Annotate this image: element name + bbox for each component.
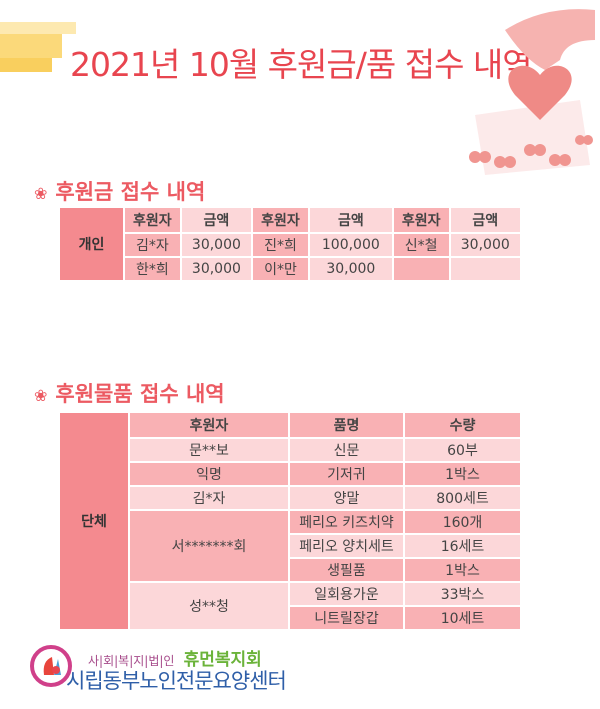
item-cell: 페리오 양치세트 bbox=[290, 535, 403, 557]
header-donor: 후원자 bbox=[393, 208, 449, 232]
table-row: 성**청 일회용가운 33박스 bbox=[60, 583, 520, 629]
flower-icon: ❀ bbox=[34, 184, 48, 203]
amount-cell: 30,000 bbox=[181, 234, 252, 256]
item-cell: 생필품 bbox=[290, 559, 403, 581]
table-row: 페리오 양치세트 16세트 bbox=[60, 535, 520, 557]
header-donor: 후원자 bbox=[125, 208, 180, 232]
donor-cell: 이*만 bbox=[253, 258, 308, 280]
decor-bar bbox=[0, 58, 52, 72]
amount-cell: 30,000 bbox=[181, 258, 252, 280]
goods-section-heading: ❀ 후원물품 접수 내역 bbox=[34, 378, 225, 408]
table-row: 한*희 30,000 이*만 30,000 bbox=[60, 258, 520, 280]
table-row: 생필품 1박스 bbox=[60, 559, 520, 581]
donor-cell: 신*철 bbox=[393, 234, 449, 256]
item-cell: 니트릴장갑 bbox=[290, 607, 403, 629]
amount-cell bbox=[450, 258, 520, 280]
qty-cell: 33박스 bbox=[405, 583, 520, 605]
table-row: 서*******회 페리오 키즈치약 160개 bbox=[60, 511, 520, 581]
header-amount: 금액 bbox=[450, 208, 520, 232]
money-heading-text: 후원금 접수 내역 bbox=[55, 180, 206, 204]
page-title: 2021년 10월 후원금/품 접수 내역 bbox=[70, 45, 533, 84]
donor-cell: 익명 bbox=[130, 463, 288, 485]
item-cell: 기저귀 bbox=[290, 463, 403, 485]
center-name: 시립동부노인전문요양센터 bbox=[66, 669, 287, 693]
org-name: 휴먼복지회 bbox=[183, 650, 262, 670]
decor-bar bbox=[0, 22, 76, 34]
header-qty: 수량 bbox=[405, 413, 520, 437]
header-donor: 후원자 bbox=[253, 208, 308, 232]
amount-cell: 30,000 bbox=[309, 258, 392, 280]
qty-cell: 800세트 bbox=[405, 487, 520, 509]
table-row: 문**보 신문 60부 bbox=[60, 439, 520, 461]
qty-cell: 10세트 bbox=[405, 607, 520, 629]
flower-icon: ❀ bbox=[34, 386, 48, 405]
header-amount: 금액 bbox=[181, 208, 252, 232]
table-row: 김*자 양말 800세트 bbox=[60, 487, 520, 509]
donor-cell: 문**보 bbox=[130, 439, 288, 461]
goods-heading-text: 후원물품 접수 내역 bbox=[55, 382, 225, 406]
qty-cell: 1박스 bbox=[405, 559, 520, 581]
qty-cell: 60부 bbox=[405, 439, 520, 461]
header-amount: 금액 bbox=[309, 208, 392, 232]
group-label: 단체 bbox=[60, 413, 128, 629]
qty-cell: 160개 bbox=[405, 511, 520, 533]
table-row: 김*자 30,000 진*희 100,000 신*철 30,000 bbox=[60, 234, 520, 256]
qty-cell: 1박스 bbox=[405, 463, 520, 485]
item-cell: 일회용가운 bbox=[290, 583, 403, 605]
donor-cell: 성**청 bbox=[130, 583, 288, 629]
donor-cell: 진*희 bbox=[253, 234, 308, 256]
item-cell: 양말 bbox=[290, 487, 403, 509]
donor-cell: 김*자 bbox=[125, 234, 180, 256]
donation-hand-heart-illustration bbox=[469, 9, 595, 175]
item-cell: 페리오 키즈치약 bbox=[290, 511, 403, 533]
amount-cell: 100,000 bbox=[309, 234, 392, 256]
donor-cell: 한*희 bbox=[125, 258, 180, 280]
donor-cell: 서*******회 bbox=[130, 511, 288, 581]
money-table: 개인 후원자 금액 후원자 금액 후원자 금액 김*자 30,000 진*희 1… bbox=[58, 206, 522, 282]
header-item: 품명 bbox=[290, 413, 403, 437]
goods-table: 단체 후원자 품명 수량 문**보 신문 60부 익명 기저귀 1박스 김*자 … bbox=[58, 411, 522, 631]
money-section-heading: ❀ 후원금 접수 내역 bbox=[34, 176, 205, 206]
decor-bar bbox=[0, 34, 62, 58]
table-row: 익명 기저귀 1박스 bbox=[60, 463, 520, 485]
group-label: 개인 bbox=[60, 208, 123, 280]
item-cell: 신문 bbox=[290, 439, 403, 461]
org-prefix: 사|회|복|지|법|인 bbox=[88, 654, 175, 668]
donor-cell: 김*자 bbox=[130, 487, 288, 509]
logo-emblem-icon bbox=[30, 645, 72, 687]
amount-cell: 30,000 bbox=[450, 234, 520, 256]
donor-cell bbox=[393, 258, 449, 280]
header-donor: 후원자 bbox=[130, 413, 288, 437]
table-row: 니트릴장갑 10세트 bbox=[60, 607, 520, 629]
qty-cell: 16세트 bbox=[405, 535, 520, 557]
